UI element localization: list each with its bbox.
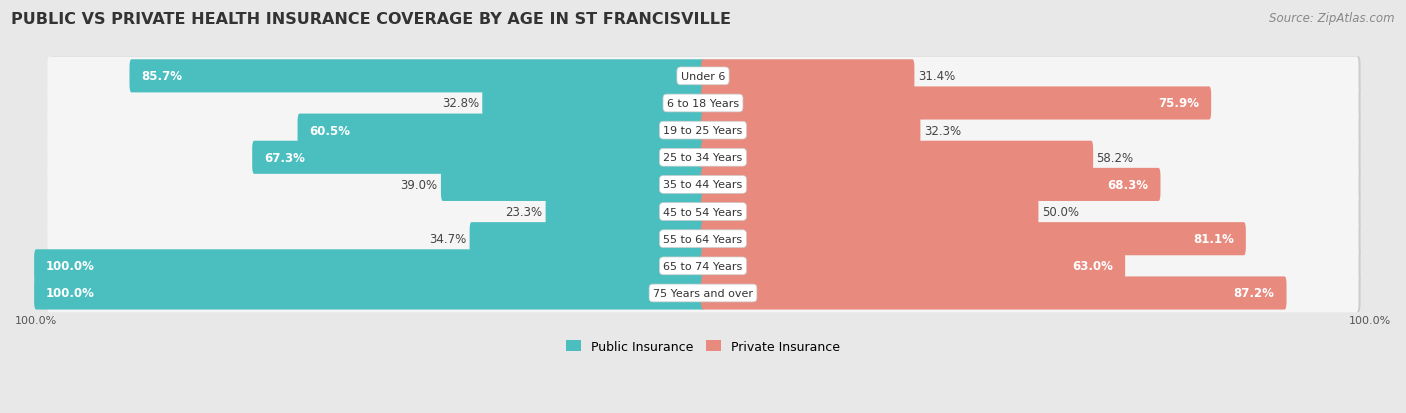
- Text: 67.3%: 67.3%: [264, 152, 305, 164]
- Text: 39.0%: 39.0%: [401, 178, 437, 192]
- Text: 68.3%: 68.3%: [1108, 178, 1149, 192]
- FancyBboxPatch shape: [252, 141, 704, 174]
- Text: 32.3%: 32.3%: [924, 124, 960, 137]
- Legend: Public Insurance, Private Insurance: Public Insurance, Private Insurance: [561, 335, 845, 358]
- Text: 34.7%: 34.7%: [429, 233, 467, 246]
- Text: 85.7%: 85.7%: [142, 70, 183, 83]
- FancyBboxPatch shape: [49, 192, 1361, 231]
- Text: PUBLIC VS PRIVATE HEALTH INSURANCE COVERAGE BY AGE IN ST FRANCISVILLE: PUBLIC VS PRIVATE HEALTH INSURANCE COVER…: [11, 12, 731, 27]
- Text: 63.0%: 63.0%: [1073, 260, 1114, 273]
- FancyBboxPatch shape: [702, 195, 1039, 228]
- Text: 60.5%: 60.5%: [309, 124, 350, 137]
- Text: 19 to 25 Years: 19 to 25 Years: [664, 126, 742, 136]
- Text: Under 6: Under 6: [681, 72, 725, 82]
- FancyBboxPatch shape: [48, 166, 1358, 204]
- Text: 31.4%: 31.4%: [918, 70, 955, 83]
- Text: Source: ZipAtlas.com: Source: ZipAtlas.com: [1270, 12, 1395, 25]
- FancyBboxPatch shape: [546, 195, 704, 228]
- Text: 55 to 64 Years: 55 to 64 Years: [664, 234, 742, 244]
- Text: 50.0%: 50.0%: [1042, 206, 1078, 218]
- FancyBboxPatch shape: [48, 85, 1358, 123]
- FancyBboxPatch shape: [702, 169, 1160, 202]
- Text: 6 to 18 Years: 6 to 18 Years: [666, 99, 740, 109]
- FancyBboxPatch shape: [129, 60, 704, 93]
- Text: 75.9%: 75.9%: [1159, 97, 1199, 110]
- FancyBboxPatch shape: [49, 247, 1361, 285]
- FancyBboxPatch shape: [49, 166, 1361, 204]
- FancyBboxPatch shape: [49, 57, 1361, 96]
- FancyBboxPatch shape: [49, 112, 1361, 150]
- FancyBboxPatch shape: [441, 169, 704, 202]
- Text: 23.3%: 23.3%: [505, 206, 543, 218]
- FancyBboxPatch shape: [702, 114, 921, 147]
- FancyBboxPatch shape: [49, 138, 1361, 177]
- FancyBboxPatch shape: [702, 60, 914, 93]
- FancyBboxPatch shape: [702, 87, 1211, 120]
- Text: 58.2%: 58.2%: [1097, 152, 1133, 164]
- FancyBboxPatch shape: [49, 84, 1361, 123]
- FancyBboxPatch shape: [48, 247, 1358, 285]
- Text: 65 to 74 Years: 65 to 74 Years: [664, 261, 742, 271]
- FancyBboxPatch shape: [48, 220, 1358, 259]
- FancyBboxPatch shape: [48, 57, 1358, 96]
- Text: 25 to 34 Years: 25 to 34 Years: [664, 153, 742, 163]
- Text: 87.2%: 87.2%: [1233, 287, 1274, 300]
- FancyBboxPatch shape: [482, 87, 704, 120]
- Text: 100.0%: 100.0%: [46, 287, 96, 300]
- FancyBboxPatch shape: [702, 223, 1246, 256]
- FancyBboxPatch shape: [702, 141, 1092, 174]
- Text: 45 to 54 Years: 45 to 54 Years: [664, 207, 742, 217]
- FancyBboxPatch shape: [49, 274, 1361, 312]
- Text: 75 Years and over: 75 Years and over: [652, 288, 754, 298]
- FancyBboxPatch shape: [48, 274, 1358, 313]
- FancyBboxPatch shape: [470, 223, 704, 256]
- Text: 100.0%: 100.0%: [46, 260, 96, 273]
- FancyBboxPatch shape: [48, 193, 1358, 231]
- FancyBboxPatch shape: [702, 250, 1125, 283]
- Text: 81.1%: 81.1%: [1192, 233, 1234, 246]
- FancyBboxPatch shape: [34, 277, 704, 310]
- FancyBboxPatch shape: [49, 220, 1361, 258]
- Text: 32.8%: 32.8%: [441, 97, 479, 110]
- FancyBboxPatch shape: [48, 112, 1358, 150]
- FancyBboxPatch shape: [34, 250, 704, 283]
- FancyBboxPatch shape: [702, 277, 1286, 310]
- FancyBboxPatch shape: [48, 139, 1358, 177]
- Text: 35 to 44 Years: 35 to 44 Years: [664, 180, 742, 190]
- FancyBboxPatch shape: [298, 114, 704, 147]
